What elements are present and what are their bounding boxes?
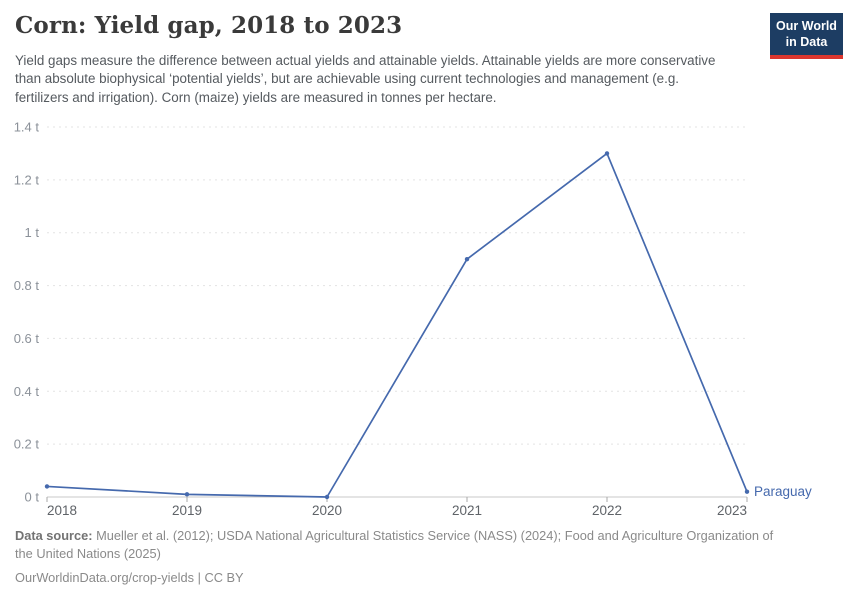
- chart-subtitle: Yield gaps measure the difference betwee…: [15, 53, 716, 105]
- license-link[interactable]: CC BY: [204, 570, 244, 585]
- y-axis-label: 0.4 t: [14, 384, 40, 399]
- data-point-2023[interactable]: [744, 489, 750, 494]
- y-axis-label: 0.6 t: [14, 331, 40, 346]
- separator: |: [197, 570, 201, 585]
- data-source-line: Data source: Mueller et al. (2012); USDA…: [15, 527, 793, 563]
- y-axis-label: 0.2 t: [14, 437, 40, 452]
- y-axis-label: 1 t: [25, 225, 40, 240]
- x-axis-label: 2021: [452, 503, 482, 518]
- y-axis-label: 1.4 t: [14, 120, 40, 135]
- y-axis-label: 1.2 t: [14, 172, 40, 187]
- y-axis-label: 0.8 t: [14, 278, 40, 293]
- x-axis-label: 2019: [172, 503, 202, 518]
- line-chart: 0 t 0.2 t 0.4 t 0.6 t 0.8 t 1 t 1.2 t 1.4 t 2018…: [0, 110, 850, 530]
- x-axis-label: 2020: [312, 503, 342, 518]
- x-axis-label: 2023: [717, 503, 747, 518]
- logo-line2: in Data: [785, 35, 828, 50]
- chart-url-link[interactable]: OurWorldinData.org/crop-yields: [15, 570, 194, 585]
- y-axis-label: 0 t: [25, 490, 40, 505]
- data-point-2019[interactable]: [184, 492, 190, 497]
- x-axis-label: 2018: [47, 503, 77, 518]
- chart-canvas: 0 t 0.2 t 0.4 t 0.6 t 0.8 t 1 t 1.2 t 1.4 t 2018…: [14, 120, 812, 519]
- chart-footer: Data source: Mueller et al. (2012); USDA…: [15, 527, 793, 585]
- owid-logo[interactable]: Our World in Data: [770, 13, 843, 59]
- data-point-2022[interactable]: [604, 151, 610, 156]
- series-line-paraguay: [46, 152, 748, 498]
- data-point-2021[interactable]: [464, 256, 470, 262]
- chart-title: Corn: Yield gap, 2018 to 2023: [15, 12, 403, 39]
- license-line: OurWorldinData.org/crop-yields | CC BY: [15, 570, 793, 585]
- data-point-2020[interactable]: [324, 494, 330, 500]
- logo-line1: Our World: [776, 19, 837, 33]
- data-source-label: Data source:: [15, 528, 93, 543]
- x-axis-label: 2022: [592, 503, 622, 518]
- data-point-2018[interactable]: [44, 484, 50, 489]
- data-source-text: Mueller et al. (2012); USDA National Agr…: [15, 528, 774, 561]
- entity-label-paraguay[interactable]: Paraguay: [754, 484, 812, 499]
